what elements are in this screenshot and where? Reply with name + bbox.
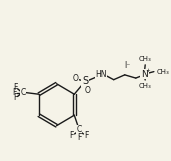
- Text: CH₃: CH₃: [139, 56, 152, 62]
- Text: O: O: [73, 74, 79, 83]
- Text: C: C: [76, 125, 82, 134]
- Text: N: N: [141, 70, 148, 79]
- Text: F: F: [84, 131, 88, 140]
- Text: CH₃: CH₃: [139, 83, 152, 89]
- Text: +: +: [146, 68, 150, 73]
- Text: O: O: [85, 86, 91, 95]
- Text: CH₃: CH₃: [157, 69, 170, 75]
- Text: F: F: [70, 131, 74, 140]
- Text: F: F: [13, 93, 17, 102]
- Text: S: S: [82, 76, 88, 86]
- Text: C: C: [20, 88, 26, 97]
- Text: F: F: [13, 83, 17, 92]
- Text: I⁻: I⁻: [125, 62, 131, 71]
- Text: HN: HN: [95, 70, 107, 79]
- Text: F: F: [77, 133, 81, 142]
- Text: F: F: [12, 88, 16, 97]
